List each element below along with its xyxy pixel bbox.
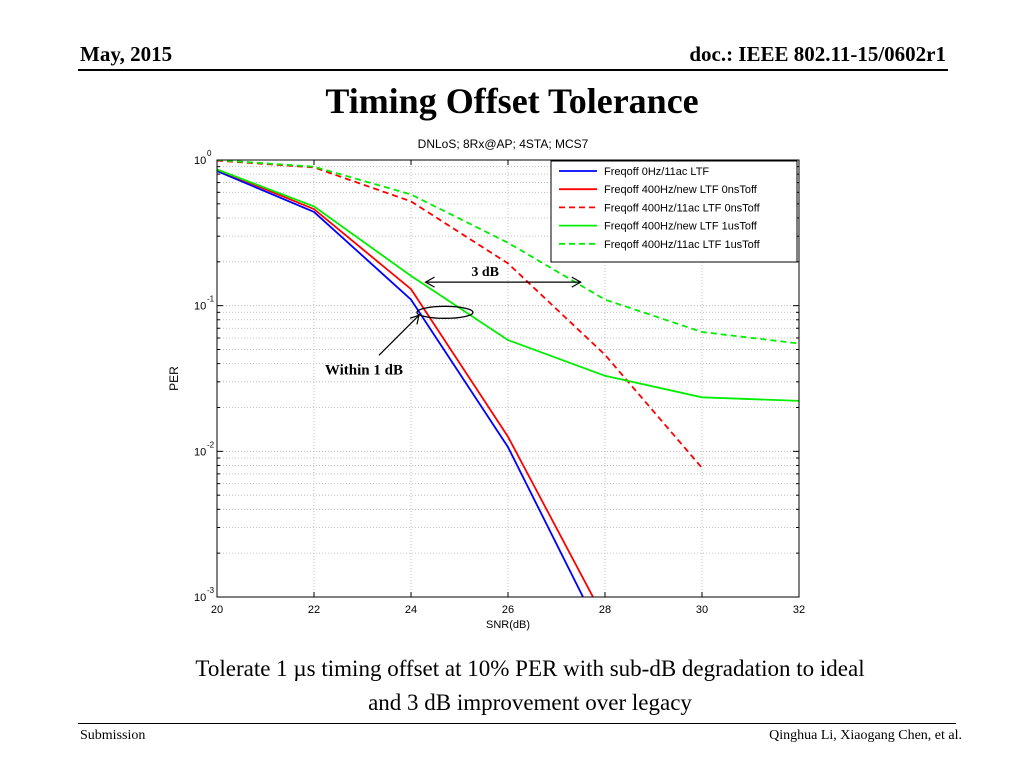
- y-tick-label: 10: [194, 446, 206, 458]
- chart-title: DNLoS; 8Rx@AP; 4STA; MCS7: [418, 137, 589, 151]
- legend-label-2: Freqoff 400Hz/new LTF 0nsToff: [604, 184, 758, 196]
- annotation-3db-label: 3 dB: [471, 265, 499, 280]
- x-tick-label: 20: [211, 604, 223, 616]
- series-line-4: [217, 168, 799, 402]
- y-tick-exponent: -2: [207, 440, 215, 449]
- legend-box: [550, 160, 798, 263]
- header-doc-id: doc.: IEEE 802.11-15/0602r1: [689, 42, 946, 66]
- caption-line-1: Tolerate 1 µs timing offset at 10% PER w…: [195, 656, 865, 681]
- y-tick-exponent: -1: [207, 295, 215, 304]
- footer-authors: Qinghua Li, Xiaogang Chen, et al.: [769, 728, 962, 743]
- slide-caption: Tolerate 1 µs timing offset at 10% PER w…: [100, 652, 960, 720]
- annotation-within-1db-arrowhead: [409, 314, 420, 325]
- y-tick-exponent: 0: [207, 149, 212, 158]
- series-line-1: [217, 170, 585, 597]
- x-tick-label: 30: [696, 604, 708, 616]
- legend-label-5: Freqoff 400Hz/11ac LTF 1usToff: [604, 239, 761, 251]
- series-group: [217, 160, 799, 597]
- footer-submission: Submission: [80, 728, 146, 743]
- annotation-3db-arrowhead-right: [571, 276, 582, 288]
- x-axis-label: SNR(dB): [486, 619, 530, 631]
- annotation-within-1db-pointer: [378, 314, 420, 356]
- y-axis-label: PER: [167, 366, 181, 391]
- header-date: May, 2015: [80, 42, 173, 66]
- y-tick-label: 10: [194, 301, 206, 313]
- series-line-5: [217, 160, 799, 345]
- y-tick-exponent: -3: [207, 586, 215, 595]
- legend-label-3: Freqoff 400Hz/11ac LTF 0nsToff: [604, 202, 761, 214]
- x-tick-label: 32: [793, 604, 805, 616]
- caption-line-2: and 3 dB improvement over legacy: [368, 690, 692, 715]
- series-line-2: [217, 168, 595, 597]
- x-tick-label: 24: [405, 604, 417, 616]
- x-tick-label: 26: [502, 604, 514, 616]
- annotation-within-1db-label: Within 1 dB: [325, 362, 403, 378]
- annotation-3db-arrowhead-left: [424, 276, 435, 288]
- x-tick-label: 28: [599, 604, 611, 616]
- slide-title: Timing Offset Tolerance: [325, 81, 699, 121]
- legend-label-4: Freqoff 400Hz/new LTF 1usToff: [604, 221, 758, 233]
- y-tick-label: 10: [194, 155, 206, 167]
- plot-frame: [216, 159, 800, 598]
- annotation-within-1db-ellipse: [416, 305, 474, 319]
- header-rule: [78, 69, 948, 71]
- legend-label-1: Freqoff 0Hz/11ac LTF: [604, 166, 709, 178]
- x-tick-label: 22: [308, 604, 320, 616]
- footer-rule: [78, 723, 956, 724]
- y-tick-label: 10: [194, 592, 206, 604]
